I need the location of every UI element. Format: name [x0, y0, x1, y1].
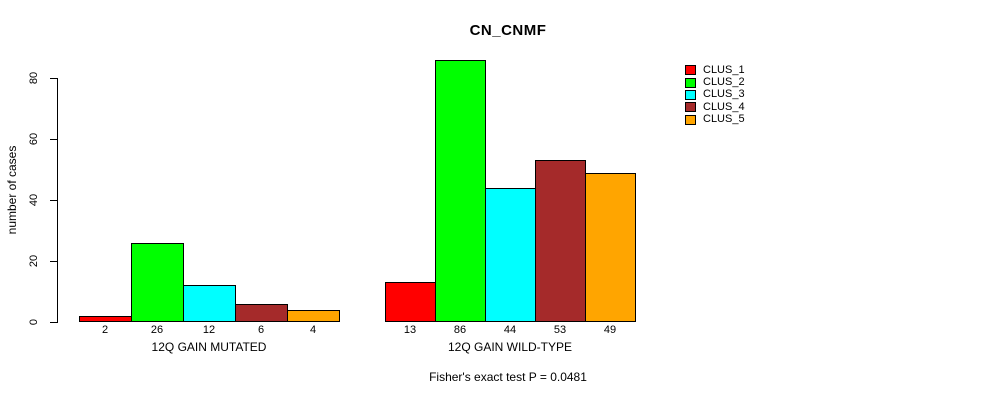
bar-clus_5-group2 — [585, 173, 636, 322]
legend-label: CLUS_1 — [703, 63, 745, 76]
bar-value-label: 12 — [202, 324, 216, 336]
legend-item-clus_5: CLUS_5 — [685, 114, 745, 126]
legend: CLUS_1 CLUS_2 CLUS_3 CLUS_4 CLUS_5 — [685, 64, 745, 126]
bar-value-label: 2 — [101, 324, 109, 336]
group-label: 12Q GAIN WILD-TYPE — [447, 340, 573, 354]
y-tick-label: 80 — [28, 71, 40, 85]
bar-value-label: 49 — [603, 324, 617, 336]
legend-label: CLUS_3 — [703, 88, 745, 101]
legend-label: CLUS_2 — [703, 76, 745, 89]
group-label: 12Q GAIN MUTATED — [151, 340, 267, 354]
y-axis-line — [57, 78, 58, 323]
legend-label: CLUS_5 — [703, 113, 745, 126]
bar-clus_5-group1 — [287, 310, 340, 322]
legend-swatch-icon — [685, 102, 696, 113]
y-tick — [50, 261, 57, 262]
y-tick-label: 40 — [28, 193, 40, 207]
legend-item-clus_3: CLUS_3 — [685, 89, 745, 101]
legend-label: CLUS_4 — [703, 100, 745, 113]
bar-value-label: 6 — [257, 324, 265, 336]
bar-value-label: 86 — [453, 324, 467, 336]
y-tick — [50, 78, 57, 79]
bar-value-label: 13 — [403, 324, 417, 336]
legend-swatch-icon — [685, 114, 696, 125]
y-tick — [50, 139, 57, 140]
y-tick — [50, 322, 57, 323]
bar-value-label: 44 — [503, 324, 517, 336]
bar-clus_4-group2 — [535, 160, 586, 322]
legend-swatch-icon — [685, 89, 696, 100]
bar-clus_2-group2 — [435, 60, 486, 322]
legend-item-clus_1: CLUS_1 — [685, 64, 745, 76]
bar-clus_2-group1 — [131, 243, 184, 322]
y-axis-label: number of cases — [5, 145, 19, 235]
y-tick-label: 0 — [28, 318, 40, 326]
chart-title: CN_CNMF — [469, 22, 547, 39]
legend-item-clus_2: CLUS_2 — [685, 76, 745, 88]
y-tick-label: 60 — [28, 132, 40, 146]
bar-clus_3-group2 — [485, 188, 536, 322]
bar-clus_4-group1 — [235, 304, 288, 322]
y-tick — [50, 200, 57, 201]
bar-clus_1-group1 — [79, 316, 132, 322]
legend-swatch-icon — [685, 65, 696, 76]
bar-value-label: 4 — [309, 324, 317, 336]
bar-value-label: 26 — [150, 324, 164, 336]
legend-item-clus_4: CLUS_4 — [685, 101, 745, 113]
bar-clus_3-group1 — [183, 285, 236, 322]
legend-swatch-icon — [685, 77, 696, 88]
y-tick-label: 20 — [28, 254, 40, 268]
bar-value-label: 53 — [553, 324, 567, 336]
bar-clus_1-group2 — [385, 282, 436, 322]
annotation-text: Fisher's exact test P = 0.0481 — [429, 370, 587, 384]
